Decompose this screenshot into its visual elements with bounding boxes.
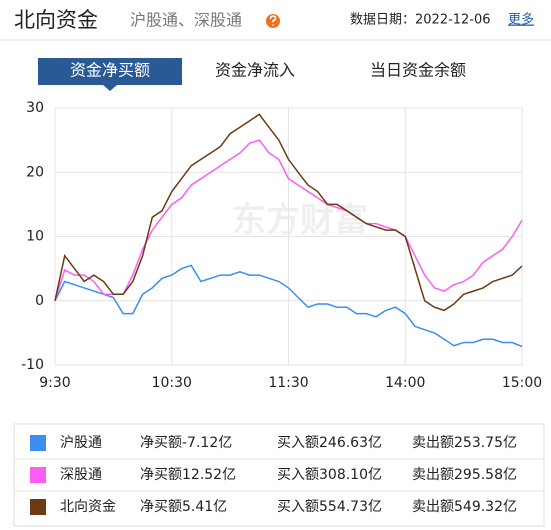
series-line [54, 139, 523, 302]
legend-label: 北向资金 [60, 499, 116, 515]
more-link[interactable]: 更多 [508, 12, 534, 28]
y-tick-label: 20 [26, 164, 44, 180]
net-value: 12.52亿 [182, 467, 236, 483]
y-tick-label: 10 [26, 229, 44, 245]
buy-label: 买入额 [277, 499, 319, 515]
summary-box [13, 423, 545, 527]
date: 数据日期：2022-12-06 [350, 13, 491, 28]
sell-label: 卖出额 [412, 435, 454, 451]
x-tick-label: 9:30 [39, 375, 70, 391]
buy-value: 308.10亿 [319, 467, 382, 483]
sell-label: 卖出额 [412, 499, 454, 515]
y-tick-label: 30 [26, 100, 44, 116]
x-tick-label: 10:30 [152, 375, 192, 391]
tab-arrow [103, 85, 117, 91]
title: 北向资金 [14, 8, 98, 32]
buy-label: 买入额 [277, 467, 319, 483]
buy-value: 554.73亿 [319, 499, 382, 515]
legend-swatch [30, 467, 46, 483]
tab[interactable]: 资金净流入 [215, 61, 295, 80]
sell-value: 295.58亿 [454, 467, 517, 483]
legend-label: 深股通 [60, 467, 102, 483]
net-label: 净买额 [140, 435, 182, 451]
watermark: 东方财富 [232, 201, 368, 241]
sell-value: 253.75亿 [454, 435, 517, 451]
sell-value: 549.32亿 [454, 499, 517, 515]
help-icon-glyph [269, 15, 277, 26]
subtitle: 沪股通、深股通 [130, 11, 242, 30]
legend-label: 沪股通 [60, 435, 102, 451]
net-value: -7.12亿 [182, 435, 232, 451]
y-tick-label: 0 [35, 293, 44, 309]
tab-active-bg [38, 58, 182, 85]
legend-swatch [30, 435, 46, 451]
legend-swatch [30, 499, 46, 515]
series-line [54, 113, 523, 312]
series-line [54, 264, 523, 348]
net-label: 净买额 [140, 499, 182, 515]
tab[interactable]: 当日资金余额 [370, 61, 466, 80]
tab[interactable]: 资金净买额 [70, 61, 150, 80]
net-value: 5.41亿 [182, 499, 227, 515]
x-tick-label: 15:00 [502, 375, 542, 391]
x-tick-label: 11:30 [268, 375, 308, 391]
buy-value: 246.63亿 [319, 435, 382, 451]
buy-label: 买入额 [277, 435, 319, 451]
y-tick-label: -10 [21, 357, 44, 373]
net-label: 净买额 [140, 467, 182, 483]
sell-label: 卖出额 [412, 467, 454, 483]
x-tick-label: 14:00 [385, 375, 425, 391]
